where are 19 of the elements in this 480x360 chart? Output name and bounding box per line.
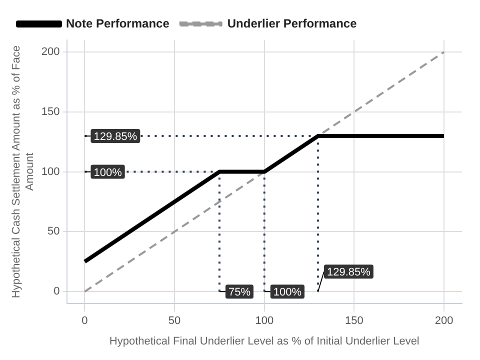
y-tick-label: 0 [54, 286, 60, 298]
y-tick-label: 200 [41, 46, 60, 58]
annotation: 75% [228, 286, 251, 299]
x-tick-label: 50 [168, 315, 181, 328]
y-tick-label: 150 [41, 106, 60, 118]
y-tick-label: 100 [41, 166, 60, 178]
y-tick-label: 50 [48, 226, 60, 238]
legend-label: Note Performance [66, 16, 170, 30]
x-axis-title: Hypothetical Final Underlier Level as % of Initial Underlier Level [109, 335, 420, 348]
annotation: 100% [273, 286, 302, 299]
annotation: 129.85% [94, 131, 138, 144]
x-tick-label: 200 [434, 315, 454, 328]
x-tick-label: 100 [255, 315, 274, 328]
y-axis-title: Hypothetical Cash Settlement Amount as % of Face Amount [10, 46, 36, 298]
annotation: 100% [94, 166, 122, 179]
legend-label: Underlier Performance [227, 16, 358, 30]
x-tick-label: 0 [82, 315, 88, 328]
x-tick-label: 150 [345, 315, 364, 328]
annotation: 129.85% [327, 266, 371, 279]
